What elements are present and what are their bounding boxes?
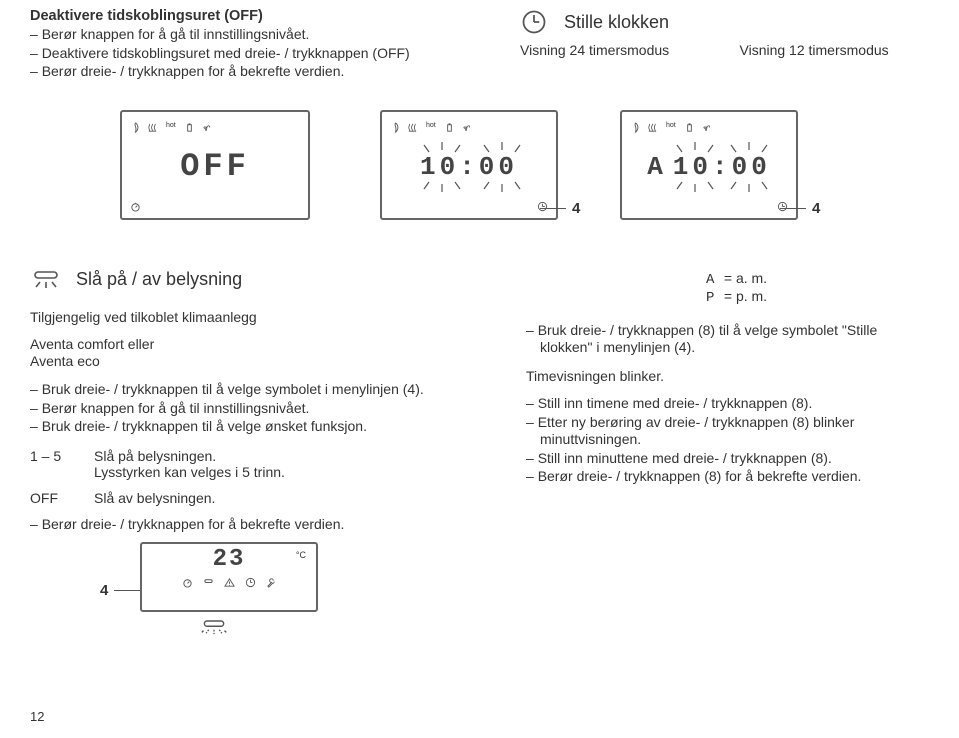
clock-small-icon — [245, 575, 256, 586]
pm-label: = p. m. — [724, 288, 767, 304]
deactivate-timer-section: Deaktivere tidskoblingsuret (OFF) Berør … — [30, 8, 490, 82]
blink-ticks-icon — [394, 137, 544, 197]
step: Etter ny berøring av dreie- / trykknappe… — [526, 414, 929, 449]
step: Berør dreie- / trykknappen for å bekreft… — [30, 63, 490, 81]
fan-icon — [201, 120, 212, 131]
aventa-line1: Aventa comfort eller — [30, 336, 490, 352]
step: Bruk dreie- / trykknappen (8) til å velg… — [526, 322, 929, 357]
panel-temp: °C 23 — [140, 542, 318, 612]
wrench-icon — [266, 575, 277, 586]
fan-icon — [461, 120, 472, 131]
lighting-steps: Bruk dreie- / trykknappen til å velge sy… — [30, 381, 490, 436]
heater-icon — [147, 120, 158, 131]
flame-icon — [630, 120, 641, 131]
page-number: 12 — [30, 709, 44, 724]
timer-icon — [130, 199, 141, 210]
battery-icon — [444, 120, 455, 131]
heater-icon — [647, 120, 658, 131]
option-1-5-desc2: Lysstyrken kan velges i 5 trinn. — [94, 464, 285, 480]
set-clock-steps2: Still inn timene med dreie- / trykknappe… — [526, 395, 929, 486]
step: Berør knappen for å gå til innstillingsn… — [30, 26, 490, 44]
step: Bruk dreie- / trykknappen til å velge sy… — [30, 381, 490, 399]
step: Bruk dreie- / trykknappen til å velge øn… — [30, 418, 490, 436]
clock-icon — [520, 8, 548, 36]
am-pm-legend: A = a. m. P = p. m. — [706, 270, 929, 306]
light-icon — [200, 614, 228, 642]
set-clock-section: Stille klokken Visning 24 timersmodus Vi… — [520, 8, 929, 82]
lighting-confirm: Berør dreie- / trykknappen for å bekreft… — [30, 516, 490, 534]
panel-24h: hot 10:00 — [380, 110, 558, 220]
step: Still inn timene med dreie- / trykknappe… — [526, 395, 929, 413]
light-icon — [30, 264, 62, 296]
step: Berør knappen for å gå til innstillingsn… — [30, 400, 490, 418]
step: Berør dreie- / trykknappen (8) for å bek… — [526, 468, 929, 486]
flame-icon — [390, 120, 401, 131]
panel-off: hot OFF — [120, 110, 310, 220]
timer-icon — [182, 575, 193, 586]
temp-display: 23 — [213, 546, 246, 573]
set-clock-step1: Bruk dreie- / trykknappen (8) til å velg… — [526, 322, 929, 357]
callout-4: 4 — [812, 200, 820, 217]
heater-icon — [407, 120, 418, 131]
battery-icon — [684, 120, 695, 131]
option-off-desc: Slå av belysningen. — [94, 490, 215, 506]
option-1-5-desc1: Slå på belysningen. — [94, 448, 216, 464]
flame-icon — [130, 120, 141, 131]
light-small-icon — [203, 575, 214, 586]
option-1-5: 1 – 5 — [30, 448, 70, 480]
hour-blinks: Timevisningen blinker. — [526, 367, 929, 386]
mode-24h-label: Visning 24 timersmodus — [520, 42, 710, 58]
am-label: = a. m. — [724, 270, 767, 286]
battery-icon — [184, 120, 195, 131]
deg-c: °C — [296, 550, 306, 560]
panel-12h: hot A 10:00 — [620, 110, 798, 220]
fan-icon — [701, 120, 712, 131]
set-clock-title: Stille klokken — [564, 12, 669, 33]
off-display: OFF — [180, 148, 250, 185]
warning-icon — [224, 575, 235, 586]
lighting-title: Slå på / av belysning — [76, 269, 242, 290]
aventa-line2: Aventa eco — [30, 352, 490, 371]
lighting-availability: Tilgjengelig ved tilkoblet klimaanlegg — [30, 308, 490, 327]
step: Still inn minuttene med dreie- / trykkna… — [526, 450, 929, 468]
callout-4: 4 — [100, 582, 108, 599]
display-panels: hot OFF hot — [30, 110, 929, 220]
hot-label: hot — [666, 122, 676, 129]
option-off: OFF — [30, 490, 70, 506]
section-title: Deaktivere tidskoblingsuret (OFF) — [30, 8, 490, 24]
mode-12h-label: Visning 12 timersmodus — [740, 42, 930, 58]
deactivate-steps: Berør knappen for å gå til innstillingsn… — [30, 26, 490, 81]
lighting-heading: Slå på / av belysning — [30, 264, 490, 296]
hot-label: hot — [426, 122, 436, 129]
blink-ticks-icon — [629, 137, 789, 197]
step: Berør dreie- / trykknappen for å bekreft… — [30, 516, 490, 534]
step: Deaktivere tidskoblingsuret med dreie- /… — [30, 45, 490, 63]
callout-4: 4 — [572, 200, 580, 217]
hot-label: hot — [166, 122, 176, 129]
